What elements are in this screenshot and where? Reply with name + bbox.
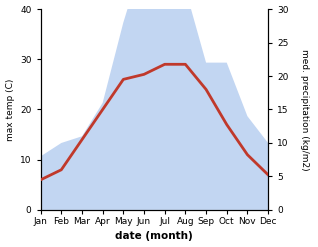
Y-axis label: med. precipitation (kg/m2): med. precipitation (kg/m2): [300, 49, 309, 170]
X-axis label: date (month): date (month): [115, 231, 193, 242]
Y-axis label: max temp (C): max temp (C): [5, 78, 15, 141]
